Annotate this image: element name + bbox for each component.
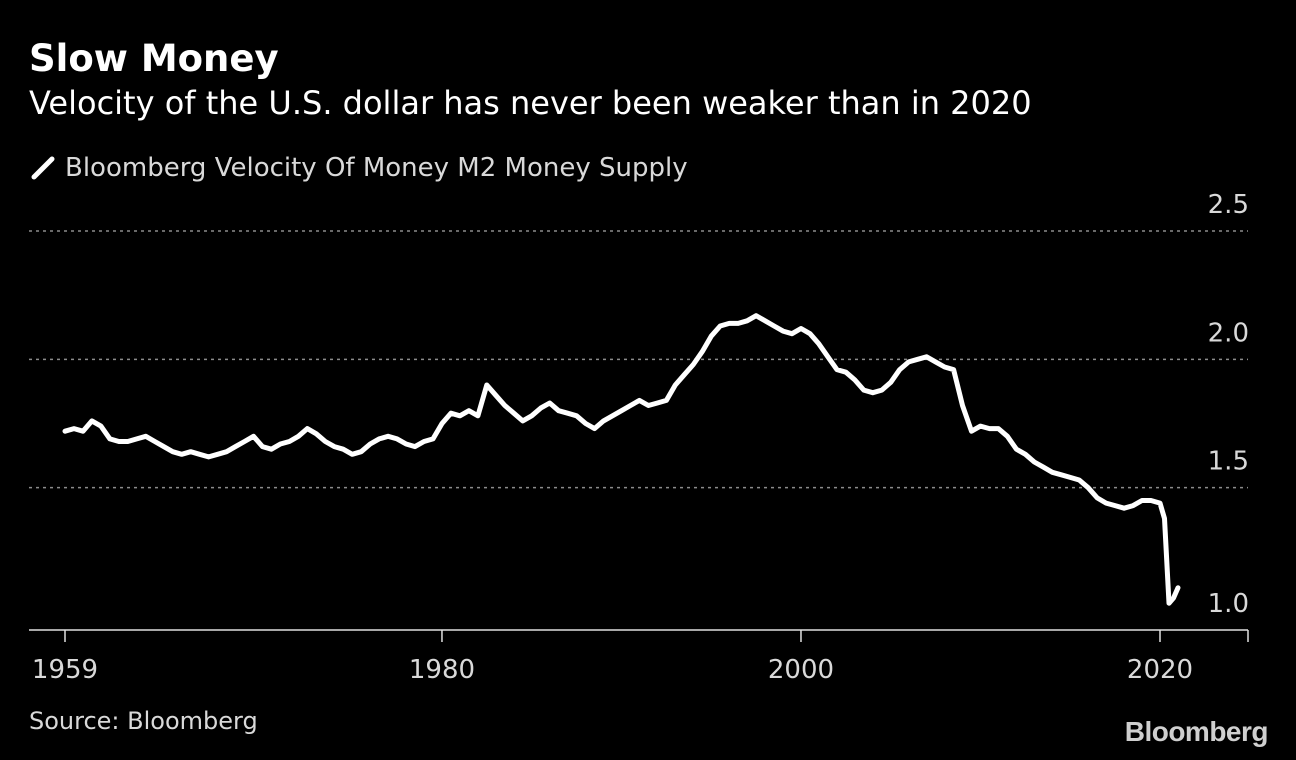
chart-subtitle: Velocity of the U.S. dollar has never be… <box>29 84 1032 122</box>
x-tick-label: 2020 <box>1127 655 1193 685</box>
source-note: Source: Bloomberg <box>29 707 258 735</box>
y-tick-label: 1.0 <box>1208 589 1249 619</box>
x-axis-ticks: 1959 1980 2000 2020 <box>32 630 1249 685</box>
y-tick-label: 1.5 <box>1208 447 1249 477</box>
x-tick-label: 2000 <box>768 655 834 685</box>
y-axis-ticks: 1.0 1.5 2.0 2.5 <box>1208 190 1249 619</box>
y-tick-label: 2.0 <box>1208 318 1249 348</box>
grid-lines <box>29 230 1248 489</box>
legend-line-icon <box>31 156 55 180</box>
x-tick-label: 1980 <box>409 655 475 685</box>
series-line-velocity <box>62 313 1181 606</box>
bloomberg-logo: Bloomberg <box>1124 716 1269 747</box>
x-tick-label: 1959 <box>32 655 98 685</box>
legend-label: Bloomberg Velocity Of Money M2 Money Sup… <box>65 153 688 183</box>
y-tick-label: 2.5 <box>1208 190 1249 220</box>
legend: Bloomberg Velocity Of Money M2 Money Sup… <box>31 152 688 184</box>
chart-title: Slow Money <box>29 37 279 80</box>
